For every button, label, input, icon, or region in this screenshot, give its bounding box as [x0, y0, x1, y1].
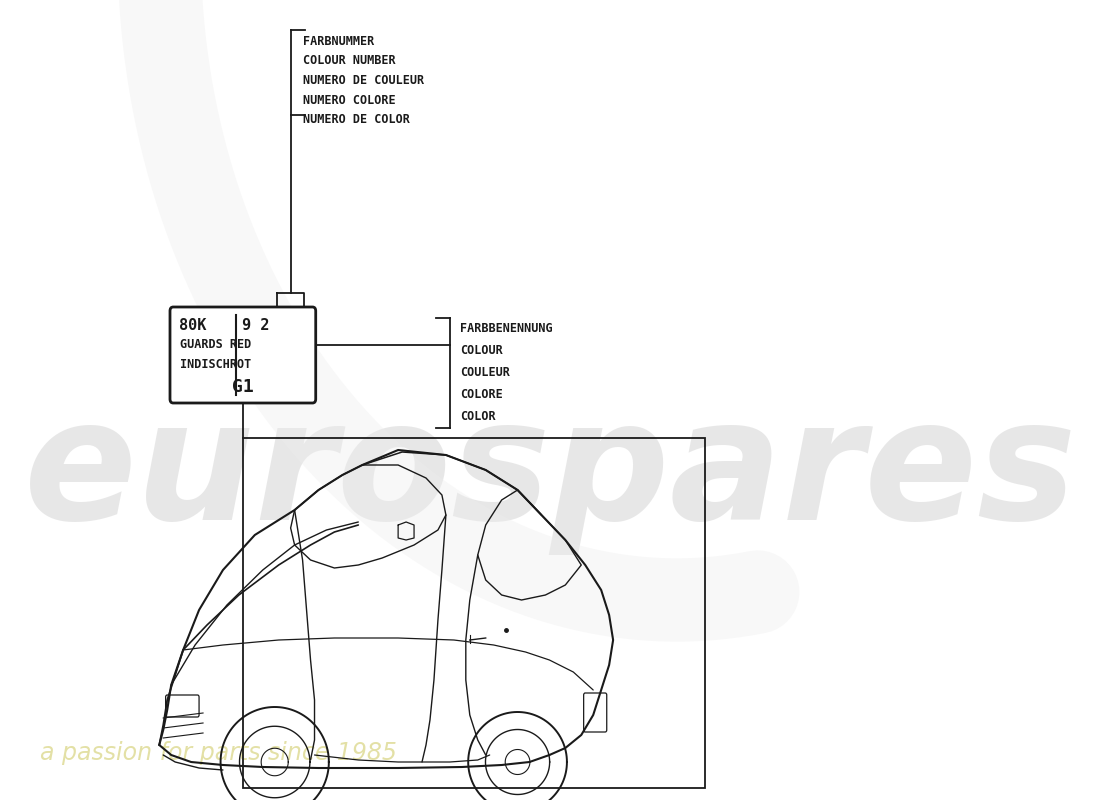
Text: COLOUR NUMBER: COLOUR NUMBER — [302, 54, 395, 67]
Text: COLOR: COLOR — [460, 410, 496, 423]
FancyBboxPatch shape — [170, 307, 316, 403]
Text: NUMERO DE COLOR: NUMERO DE COLOR — [302, 113, 409, 126]
Text: eurospares: eurospares — [24, 392, 1077, 555]
Text: INDISCHROT: INDISCHROT — [180, 358, 252, 371]
Text: 9 2: 9 2 — [242, 318, 270, 333]
Text: NUMERO COLORE: NUMERO COLORE — [302, 94, 395, 106]
Text: G1: G1 — [232, 378, 254, 396]
Text: GUARDS RED: GUARDS RED — [180, 338, 252, 351]
Text: a passion for parts since 1985: a passion for parts since 1985 — [40, 741, 397, 765]
Bar — [243, 438, 705, 788]
Text: FARBNUMMER: FARBNUMMER — [302, 35, 374, 48]
Text: 80K: 80K — [179, 318, 206, 333]
Text: COLORE: COLORE — [460, 388, 503, 401]
Text: COULEUR: COULEUR — [460, 366, 510, 379]
Text: COLOUR: COLOUR — [460, 344, 503, 357]
Text: NUMERO DE COULEUR: NUMERO DE COULEUR — [302, 74, 424, 87]
Text: FARBBENENNUNG: FARBBENENNUNG — [460, 322, 553, 335]
